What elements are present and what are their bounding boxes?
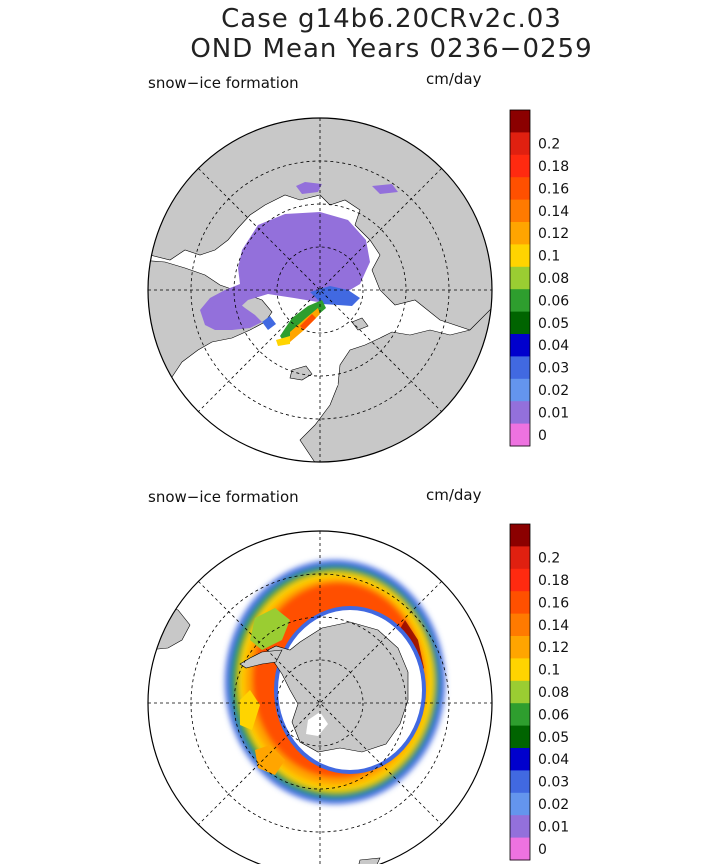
antarctic-colorbar-swatch <box>510 703 530 727</box>
antarctic-colorbar-swatch <box>510 770 530 794</box>
arctic-colorbar-swatch <box>510 222 530 245</box>
arctic-colorbar-tick-label: 0.02 <box>538 383 569 399</box>
antarctic-colorbar-swatch <box>510 680 530 704</box>
arctic-colorbar-tick-label: 0.05 <box>538 316 569 332</box>
antarctic-colorbar-swatch <box>510 725 530 749</box>
antarctic-colorbar-swatch <box>510 568 530 592</box>
antarctic-colorbar-tick-label: 0 <box>538 842 547 858</box>
arctic-colorbar-tick-label: 0.16 <box>538 181 569 197</box>
antarctic-colorbar-tick-label: 0.06 <box>538 707 569 723</box>
arctic-colorbar-swatch <box>510 132 530 156</box>
arctic-colorbar-swatch <box>510 401 530 425</box>
antarctic-colorbar-swatch <box>510 524 530 547</box>
antarctic-colorbar-swatch <box>510 591 530 615</box>
antarctic-colorbar-tick-label: 0.04 <box>538 752 569 768</box>
antarctic-colorbar: 0.2 0.18 0.16 0.14 0.12 0.1 0.08 0.06 0.05 0.04 0.… <box>509 523 569 861</box>
arctic-colorbar-tick-label: 0.18 <box>538 159 569 175</box>
antarctic-colorbar-tick-label: 0.08 <box>538 685 569 701</box>
figure-title-line2: OND Mean Years 0236−0259 <box>190 34 593 64</box>
arctic-colorbar-tick-label: 0.2 <box>538 137 560 153</box>
arctic-colorbar-tick-label: 0.04 <box>538 338 569 354</box>
panel1-unit: cm/day <box>426 70 482 88</box>
antarctic-colorbar-swatch <box>510 546 530 570</box>
arctic-colorbar-tick-label: 0 <box>538 428 547 444</box>
arctic-colorbar-frame <box>509 109 531 447</box>
antarctic-colorbar-tick-label: 0.1 <box>538 663 560 679</box>
antarctic-colorbar-swatch <box>510 748 530 771</box>
antarctic-colorbar-swatch <box>510 636 530 659</box>
arctic-colorbar-tick-label: 0.1 <box>538 249 560 265</box>
antarctic-map <box>147 530 493 864</box>
antarctic-colorbar-swatch <box>510 658 530 682</box>
arctic-colorbar-swatch <box>510 110 530 133</box>
antarctic-colorbar-swatch <box>510 613 530 637</box>
arctic-colorbar-tick-label: 0.03 <box>538 361 569 377</box>
arctic-colorbar-swatch <box>510 199 530 223</box>
arctic-map <box>147 117 493 463</box>
arctic-colorbar-swatch <box>510 311 530 335</box>
arctic-colorbar: 0.2 0.18 0.16 0.14 0.12 0.1 0.08 0.06 0.05 0.04 0.… <box>509 109 569 447</box>
arctic-colorbar-tick-label: 0.06 <box>538 293 569 309</box>
antarctic-colorbar-frame <box>509 523 531 861</box>
arctic-colorbar-swatch <box>510 423 530 447</box>
antarctic-map-border <box>147 530 493 864</box>
figure-title-line1: Case g14b6.20CRv2c.03 <box>221 4 562 34</box>
antarctic-graticule <box>148 531 492 864</box>
antarctic-colorbar-tick-label: 0.16 <box>538 595 569 611</box>
antarctic-colorbar-tick-label: 0.12 <box>538 640 569 656</box>
panel1-label: snow−ice formation <box>148 74 299 92</box>
antarctic-colorbar-tick-label: 0.2 <box>538 551 560 567</box>
antarctic-colorbar-tick-label: 0.18 <box>538 573 569 589</box>
arctic-colorbar-tick-label: 0.14 <box>538 204 569 220</box>
arctic-colorbar-swatch <box>510 378 530 402</box>
arctic-colorbar-tick-label: 0.08 <box>538 271 569 287</box>
panel2-label: snow−ice formation <box>148 488 299 506</box>
arctic-colorbar-swatch <box>510 154 530 178</box>
antarctic-colorbar-tick-label: 0.03 <box>538 775 569 791</box>
arctic-colorbar-swatch <box>510 356 530 380</box>
arctic-colorbar-swatch <box>510 177 530 201</box>
antarctic-colorbar-tick-label: 0.02 <box>538 797 569 813</box>
panel2-unit: cm/day <box>426 486 482 504</box>
antarctic-colorbar-swatch <box>510 815 530 839</box>
arctic-colorbar-swatch <box>510 289 530 313</box>
arctic-colorbar-tick-label: 0.12 <box>538 226 569 242</box>
arctic-graticule <box>148 118 492 462</box>
arctic-map-border <box>147 117 493 463</box>
arctic-colorbar-swatch <box>510 266 530 290</box>
arctic-colorbar-tick-label: 0.01 <box>538 405 569 421</box>
arctic-snowice-field <box>200 182 398 346</box>
antarctic-colorbar-tick-label: 0.05 <box>538 730 569 746</box>
arctic-colorbar-swatch <box>510 334 530 357</box>
antarctic-colorbar-swatch <box>510 792 530 816</box>
arctic-colorbar-swatch <box>510 244 530 268</box>
antarctic-colorbar-tick-label: 0.01 <box>538 819 569 835</box>
antarctic-colorbar-swatch <box>510 837 530 861</box>
antarctic-colorbar-tick-label: 0.14 <box>538 618 569 634</box>
